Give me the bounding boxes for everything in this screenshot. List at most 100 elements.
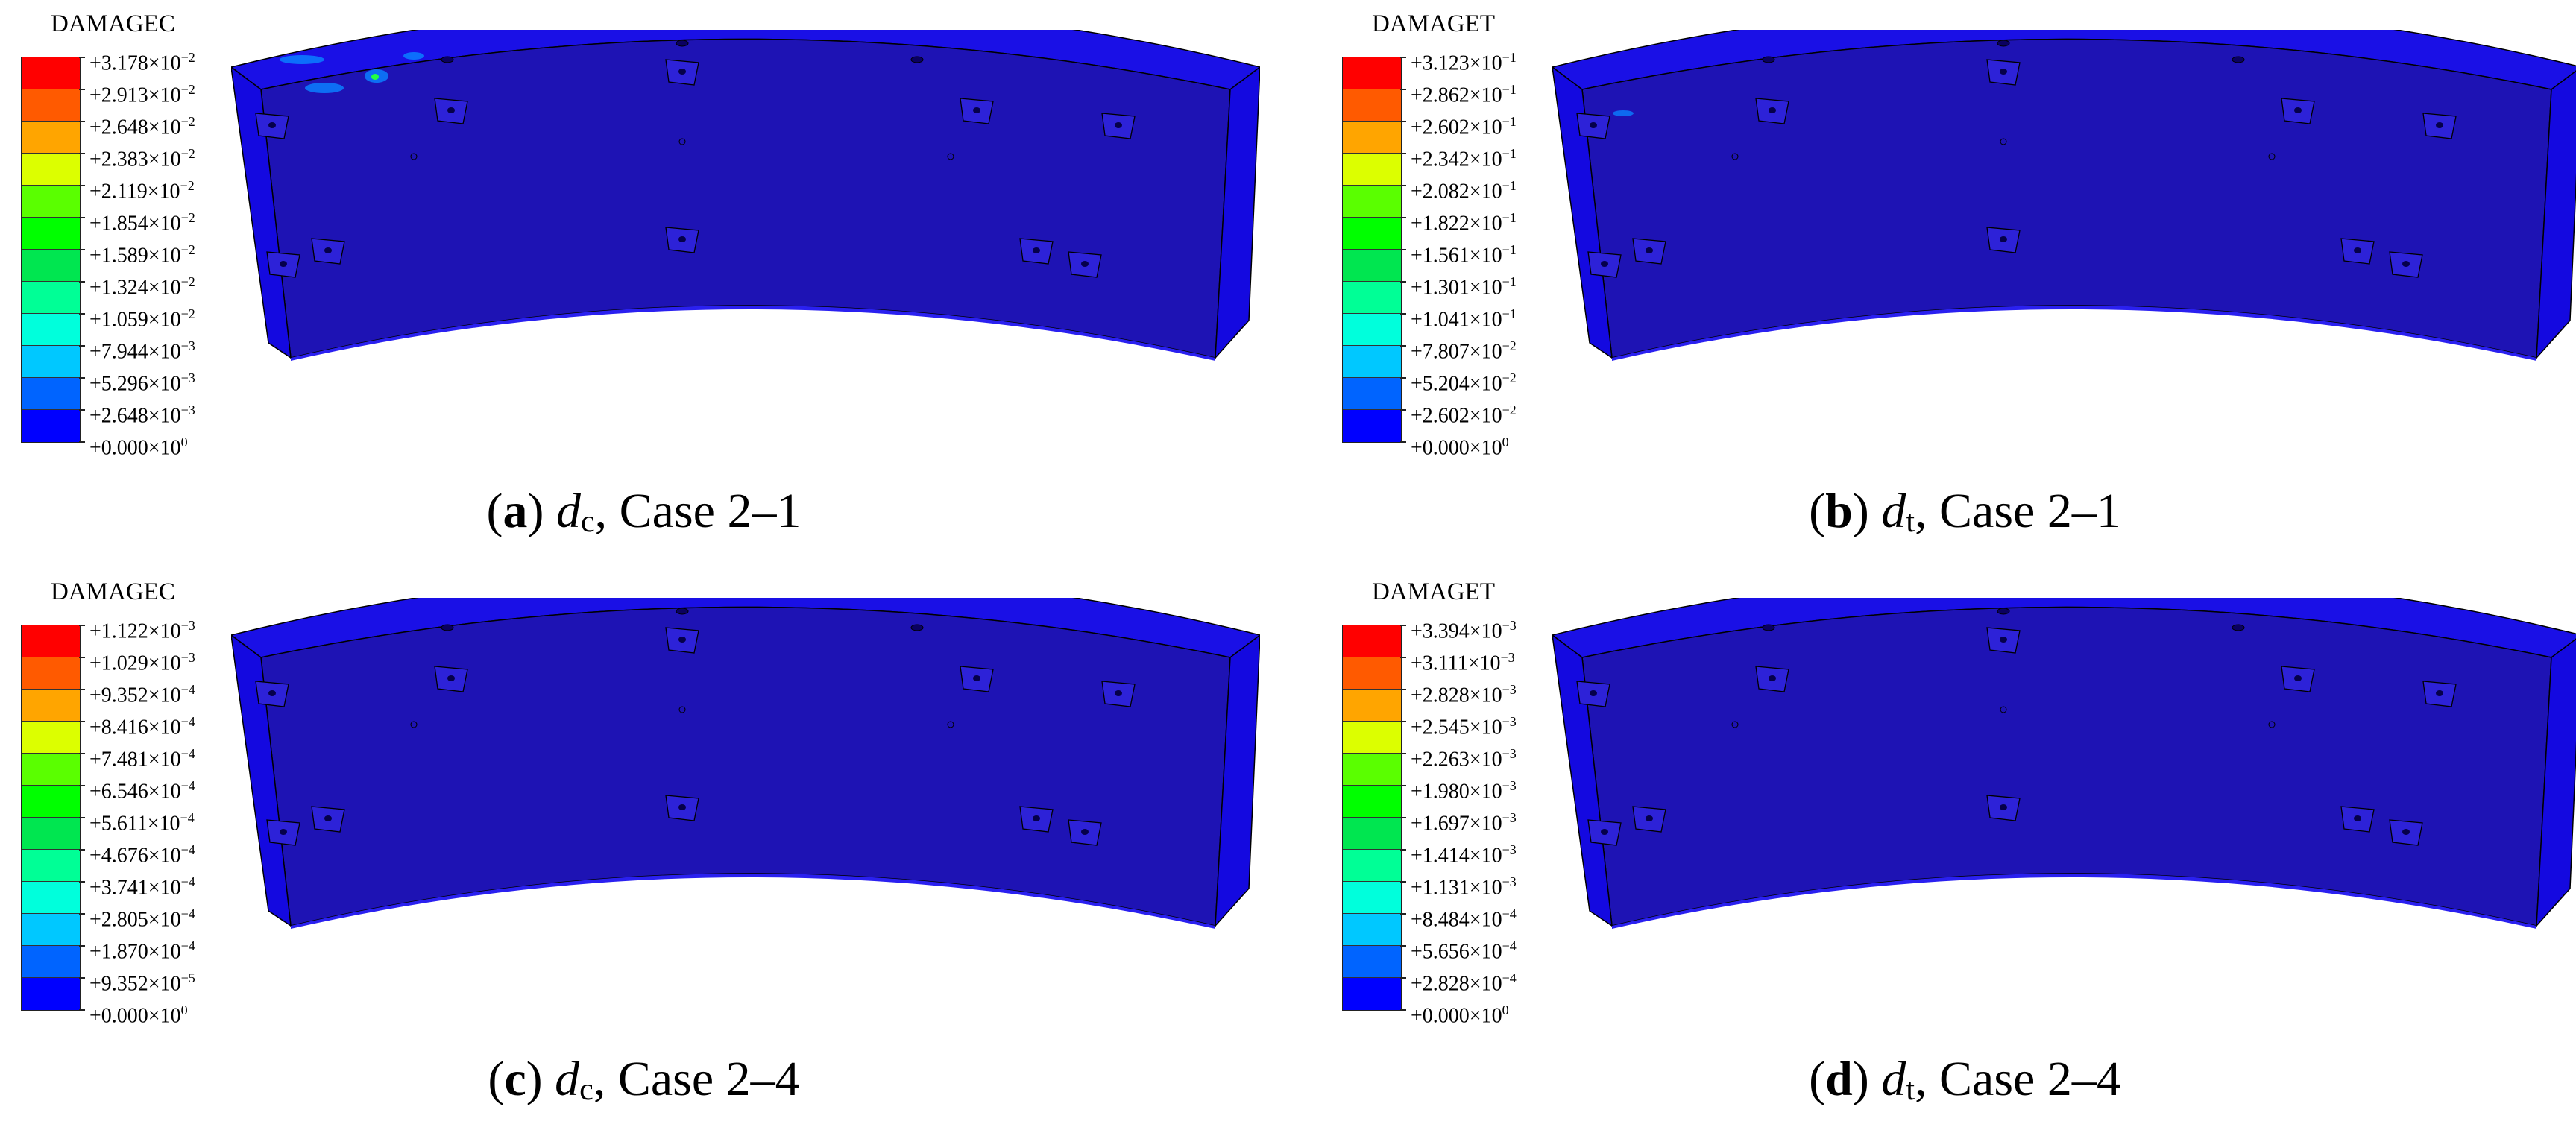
pocket-top-right-hole	[973, 675, 980, 681]
damage-spot	[403, 52, 424, 60]
grout-hole	[2268, 721, 2276, 728]
legend-label: +1.870×10−4	[89, 938, 195, 964]
legend-label: +1.301×10−1	[1411, 274, 1517, 300]
caption-rest: , Case 2–4	[1915, 1052, 2121, 1106]
damage-spot	[280, 55, 324, 64]
legend-label: +5.656×10−4	[1411, 938, 1517, 964]
bolt-hole	[2232, 56, 2245, 63]
inner-face	[1581, 606, 2552, 927]
color-swatch	[22, 122, 80, 154]
legend-tick	[79, 849, 85, 851]
caption-sub: t	[1906, 1073, 1915, 1107]
legend-tick	[79, 881, 85, 883]
legend-label: +3.741×10−4	[89, 874, 195, 900]
legend-tick	[79, 249, 85, 250]
inner-face	[260, 38, 1231, 359]
bolt-hole	[1762, 624, 1775, 631]
legend-label: +2.828×10−4	[1411, 971, 1517, 996]
legend-tick	[1400, 785, 1406, 786]
caption-rest: , Case 2–1	[1915, 484, 2121, 538]
legend-tick	[79, 1009, 85, 1011]
color-swatch	[1343, 786, 1401, 818]
caption: (b) dt, Case 2–1	[1809, 484, 2121, 539]
legend-tick	[1400, 281, 1406, 283]
legend-tick	[79, 313, 85, 315]
legend-label: +1.122×10−3	[89, 618, 195, 643]
legend-tick	[1400, 89, 1406, 90]
legend-tick	[79, 345, 85, 347]
pocket-low-left-2-hole	[1646, 247, 1653, 253]
legend-tick	[79, 625, 85, 626]
color-swatch	[1343, 657, 1401, 690]
legend-label: +2.805×10−4	[89, 906, 195, 932]
panel-a: DAMAGEC +3.178×10−2 +2.913×10−2 +2.648×10−…	[0, 0, 1288, 568]
legend-label: +2.082×10−1	[1411, 178, 1517, 203]
damage-spot-peak	[371, 74, 379, 80]
color-swatch	[1343, 122, 1401, 154]
legend-tick	[1400, 313, 1406, 315]
color-swatch	[22, 89, 80, 122]
color-swatch	[1343, 218, 1401, 250]
color-swatch	[22, 722, 80, 754]
color-swatch	[1343, 625, 1401, 657]
caption-sub: t	[1906, 505, 1915, 539]
pocket-top-right-hole	[973, 107, 980, 113]
caption-var: d	[1881, 484, 1906, 538]
legend-label: +3.178×10−2	[89, 50, 195, 75]
damage-spot	[305, 83, 344, 93]
bottom-edge	[291, 874, 1215, 929]
grout-hole	[678, 706, 686, 713]
legend-label: +2.862×10−1	[1411, 82, 1517, 107]
pocket-mid-left-hole	[268, 690, 276, 696]
pocket-mid-right-hole	[2436, 122, 2443, 128]
legend-label: +9.352×10−5	[89, 971, 195, 996]
color-swatch	[1343, 690, 1401, 722]
legend-label: +7.807×10−2	[1411, 338, 1517, 364]
legend-label: +2.828×10−3	[1411, 682, 1517, 707]
color-swatch	[22, 850, 80, 882]
caption-var: d	[555, 1052, 580, 1106]
legend-label: +3.123×10−1	[1411, 50, 1517, 75]
legend-tick	[79, 977, 85, 979]
color-swatch	[1343, 57, 1401, 89]
legend-label: +0.000×100	[1411, 1003, 1509, 1028]
pocket-top-left-hole	[447, 107, 455, 113]
grout-hole	[947, 153, 954, 160]
pocket-low-left-hole	[1601, 261, 1608, 267]
segment-model	[1552, 30, 2576, 361]
pocket-mid-left-hole	[1590, 690, 1597, 696]
legend-label: +2.545×10−3	[1411, 714, 1517, 739]
legend-label: +5.204×10−2	[1411, 370, 1517, 396]
pocket-center-bottom-hole	[678, 804, 686, 810]
color-swatch	[22, 410, 80, 442]
pocket-low-left-hole	[280, 261, 287, 267]
legend-label: +0.000×100	[89, 435, 188, 460]
legend-label: +1.414×10−3	[1411, 842, 1517, 868]
legend-tick	[1400, 377, 1406, 379]
color-bar	[1342, 625, 1402, 1011]
legend-title: DAMAGEC	[51, 578, 175, 605]
legend-tick	[79, 217, 85, 218]
legend-tick	[1400, 817, 1406, 818]
legend-label: +4.676×10−4	[89, 842, 195, 868]
pocket-low-right-2-hole	[2402, 829, 2410, 835]
bottom-edge	[1612, 306, 2536, 361]
segment-model	[231, 30, 1260, 361]
caption-sub: c	[579, 1073, 593, 1107]
legend-label: +6.546×10−4	[89, 778, 195, 804]
legend-tick	[1400, 217, 1406, 218]
bolt-hole	[910, 56, 924, 63]
pocket-mid-left-hole	[268, 122, 276, 128]
color-swatch	[22, 250, 80, 282]
color-swatch	[22, 946, 80, 978]
legend-label: +1.697×10−3	[1411, 810, 1517, 836]
legend-label: +1.324×10−2	[89, 274, 195, 300]
caption-sub: c	[581, 505, 595, 539]
legend-label: +1.131×10−3	[1411, 874, 1517, 900]
color-swatch	[22, 186, 80, 218]
color-bar	[1342, 57, 1402, 443]
legend-label: +2.602×10−1	[1411, 114, 1517, 139]
panel-d: DAMAGET +3.394×10−3 +3.111×10−3 +2.828×10−…	[1321, 568, 2576, 1136]
pocket-low-left-hole	[280, 829, 287, 835]
legend-label: +9.352×10−4	[89, 682, 195, 707]
